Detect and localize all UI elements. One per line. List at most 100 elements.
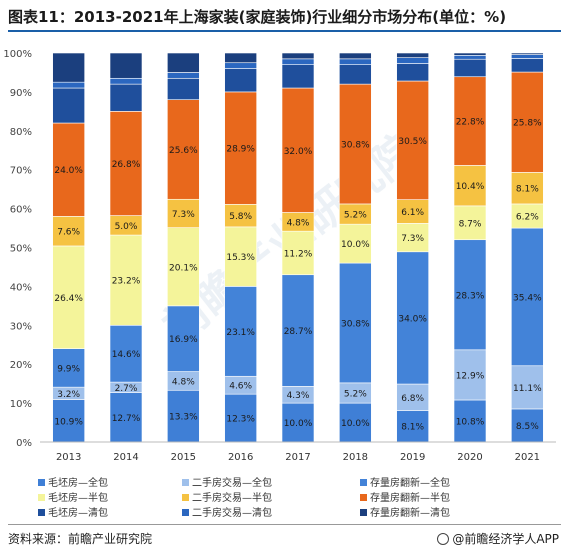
legend-swatch: [38, 494, 45, 501]
bar-segment: [167, 52, 200, 73]
bar-segment: [52, 399, 85, 443]
legend-label: 存量房翻新—全包: [370, 476, 450, 489]
data-label: 15.3%: [226, 253, 255, 263]
data-label: 12.7%: [112, 414, 141, 424]
bar-segment: [453, 76, 487, 166]
data-label: 6.2%: [516, 212, 539, 222]
bar-segment: [167, 198, 200, 228]
x-tick-label: 2019: [400, 452, 425, 463]
data-label: 30.8%: [341, 319, 370, 329]
brand-credit: @前瞻经济学人APP: [437, 530, 559, 547]
legend-label: 二手房交易—半包: [192, 491, 272, 504]
data-label: 13.3%: [169, 413, 198, 423]
bar-segment: [453, 52, 487, 56]
bar-segment: [281, 58, 315, 65]
legend-swatch: [182, 494, 189, 501]
y-tick-label: 80%: [10, 127, 32, 138]
data-label: 5.2%: [344, 211, 367, 221]
bar-segment: [339, 83, 372, 205]
bar-segment: [339, 402, 372, 443]
y-tick-label: 60%: [10, 205, 32, 216]
data-label: 7.3%: [172, 210, 195, 220]
footer-divider: [8, 524, 561, 525]
bar-segment: [511, 71, 544, 173]
legend-label: 二手房交易—全包: [192, 476, 272, 489]
y-tick-label: 70%: [10, 166, 32, 177]
bar-segment: [281, 52, 315, 60]
data-label: 12.3%: [226, 415, 255, 425]
source-note: 资料来源：前瞻产业研究院: [8, 532, 153, 546]
bar-segment: [109, 77, 143, 85]
bar-segment: [396, 63, 429, 82]
data-label: 11.1%: [513, 384, 542, 394]
data-label: 16.9%: [169, 335, 198, 345]
data-label: 20.1%: [169, 263, 198, 273]
bar-segment: [511, 227, 544, 367]
bar-segment: [396, 251, 429, 385]
legend-swatch: [360, 479, 367, 486]
data-label: 7.3%: [401, 234, 424, 244]
data-label: 28.3%: [456, 291, 485, 301]
bar-segment: [52, 122, 85, 217]
legend-swatch: [360, 494, 367, 501]
legend-label: 存量房翻新—清包: [370, 506, 450, 519]
bar-segment: [224, 91, 257, 205]
data-label: 10.4%: [456, 182, 485, 192]
data-label: 8.7%: [459, 219, 482, 229]
bar-segment: [396, 80, 429, 200]
bar-segment: [224, 393, 257, 443]
data-label: 5.0%: [115, 222, 138, 232]
data-label: 2.7%: [115, 384, 138, 394]
data-label: 22.8%: [456, 118, 485, 128]
data-label: 34.0%: [398, 314, 427, 324]
data-label: 10.8%: [456, 417, 485, 427]
data-label: 25.8%: [513, 119, 542, 129]
title-divider: [8, 30, 561, 32]
data-label: 28.7%: [284, 327, 313, 337]
x-tick-label: 2020: [457, 452, 482, 463]
bar-segment: [52, 81, 85, 89]
bar-segment: [396, 52, 429, 58]
x-tick-label: 2021: [515, 452, 540, 463]
bar-segment: [453, 55, 487, 60]
x-tick-label: 2017: [285, 452, 310, 463]
data-label: 28.9%: [226, 145, 255, 155]
data-label: 8.5%: [516, 422, 539, 432]
x-tick-label: 2014: [113, 452, 138, 463]
bar-segment: [52, 87, 85, 124]
bar-segment: [224, 62, 257, 69]
bar-segment: [511, 172, 544, 205]
data-label: 4.3%: [287, 391, 310, 401]
bar-segment: [224, 68, 257, 93]
bar-segment: [281, 230, 315, 276]
bar-segment: [453, 58, 487, 78]
bar-segment: [339, 64, 372, 85]
data-label: 30.5%: [398, 137, 427, 147]
chart-title: 图表11：2013-2021年上海家装(家庭装饰)行业细分市场分布(单位：%): [8, 8, 507, 26]
data-label: 25.6%: [169, 146, 198, 156]
legend-swatch: [38, 509, 45, 516]
bar-segment: [52, 52, 85, 83]
data-label: 26.4%: [54, 294, 83, 304]
x-tick-label: 2015: [171, 452, 196, 463]
data-label: 4.8%: [287, 218, 310, 228]
bar-segment: [167, 77, 200, 100]
legend-swatch: [182, 479, 189, 486]
data-label: 8.1%: [401, 423, 424, 433]
bar-segment: [52, 348, 85, 388]
data-label: 9.9%: [57, 364, 80, 374]
bar-segment: [52, 245, 85, 349]
bar-segment: [339, 52, 372, 60]
bar-segment: [396, 410, 429, 443]
data-label: 23.1%: [226, 328, 255, 338]
bar-segment: [453, 205, 487, 241]
y-tick-label: 90%: [10, 88, 32, 99]
data-label: 10.0%: [341, 419, 370, 429]
data-label: 6.1%: [401, 208, 424, 218]
data-label: 5.8%: [229, 212, 252, 222]
legend-label: 存量房翻新—半包: [370, 491, 450, 504]
x-tick-label: 2018: [343, 452, 368, 463]
bar-segment: [167, 72, 200, 79]
data-label: 4.6%: [229, 382, 252, 392]
data-label: 8.1%: [516, 185, 539, 195]
